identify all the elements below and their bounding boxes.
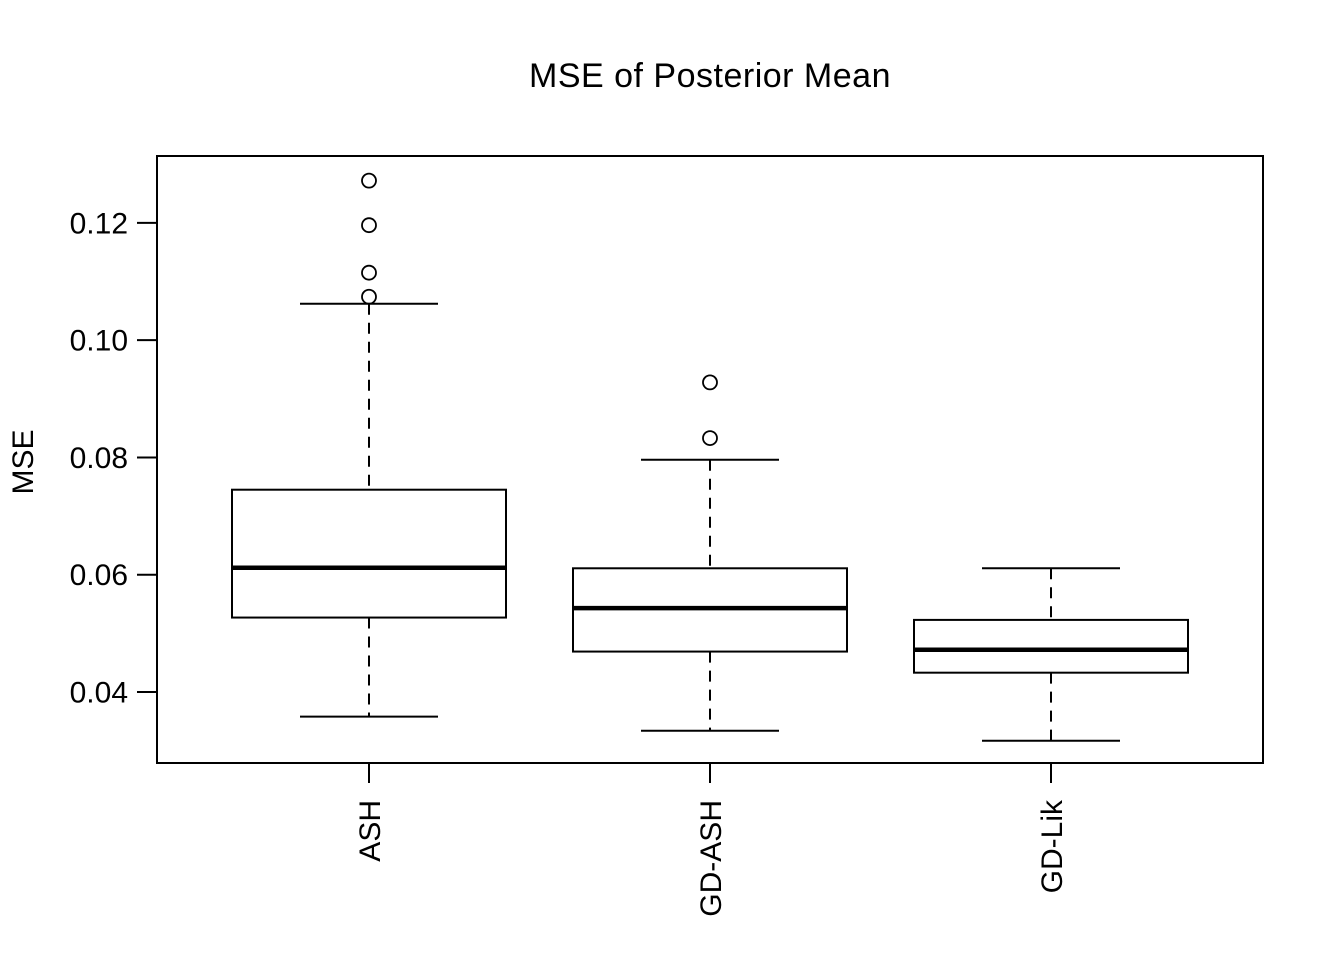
iqr-box (913, 618, 1189, 674)
y-tick-label: 0.08 (70, 442, 128, 475)
y-tick-label: 0.10 (70, 325, 128, 358)
y-tick-label: 0.12 (70, 207, 128, 240)
x-category-label: GD-ASH (695, 800, 728, 917)
x-category-label: ASH (354, 800, 387, 862)
chart-title: MSE of Posterior Mean (529, 57, 891, 95)
y-tick-label: 0.06 (70, 559, 128, 592)
x-category-label: GD-Lik (1036, 799, 1069, 893)
outlier-point (361, 264, 377, 281)
outlier-point (361, 217, 377, 234)
iqr-box (231, 488, 507, 619)
outlier-point (361, 172, 377, 189)
outlier-point (361, 288, 377, 305)
outlier-point (702, 374, 718, 391)
outlier-point (702, 430, 718, 446)
y-tick-label: 0.04 (70, 677, 128, 710)
